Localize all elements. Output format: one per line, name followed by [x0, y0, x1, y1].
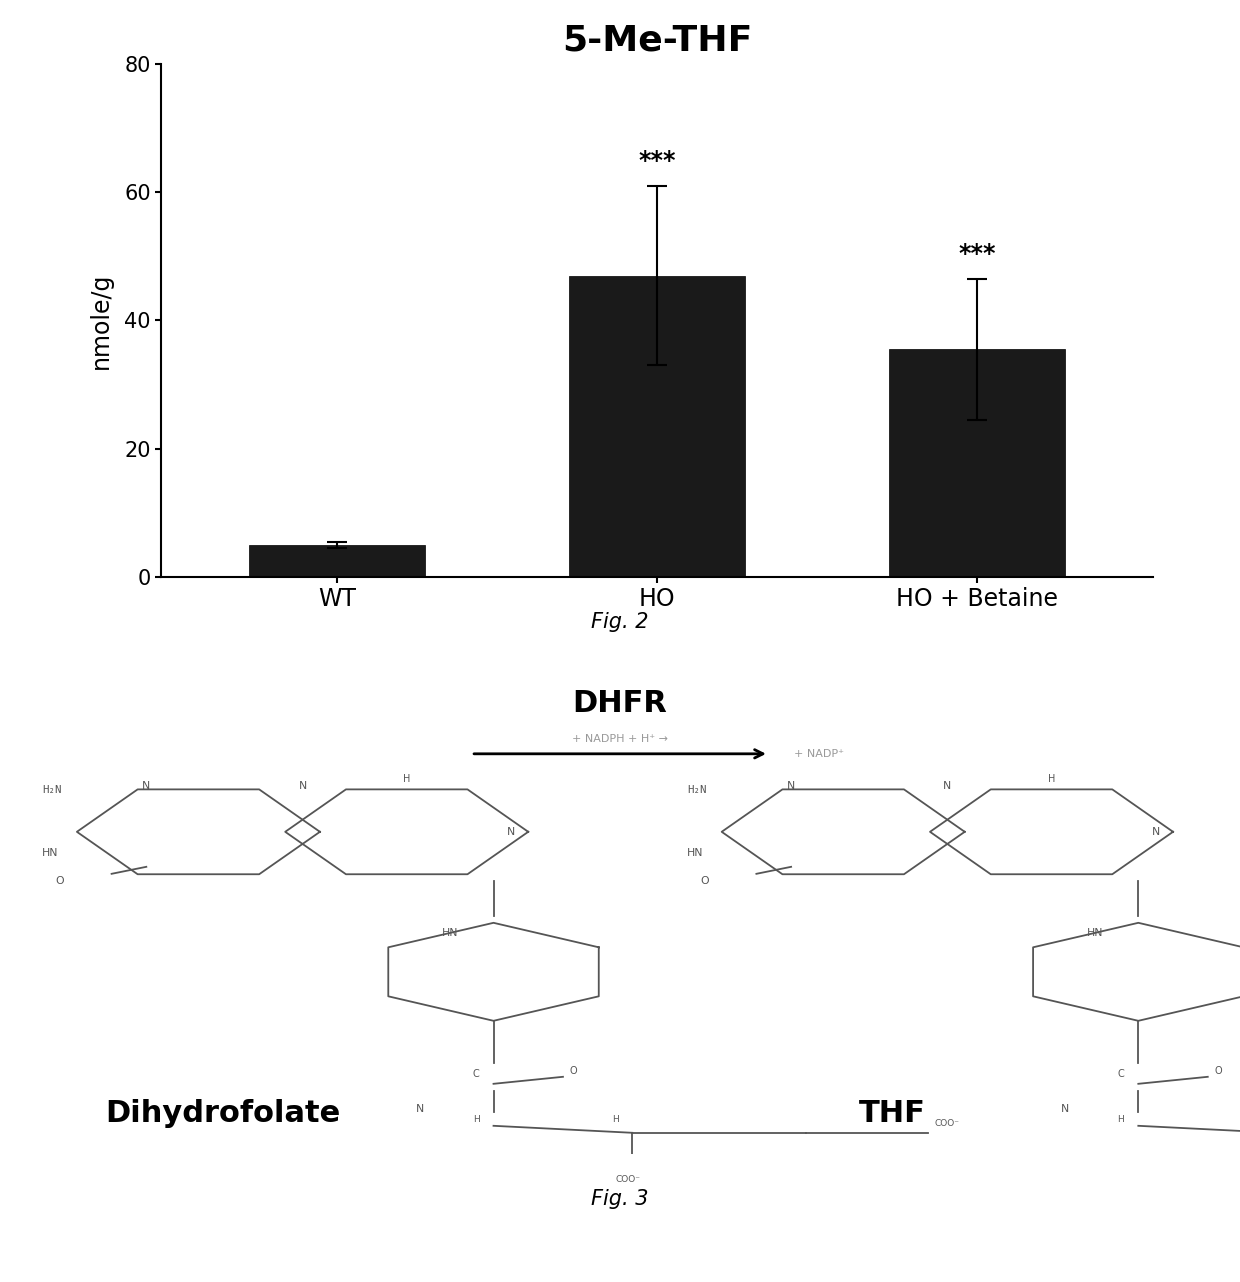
Text: H: H	[1048, 773, 1055, 783]
Text: N: N	[299, 781, 306, 791]
Text: DHFR: DHFR	[573, 690, 667, 718]
Text: + NADPH + H⁺ →: + NADPH + H⁺ →	[572, 733, 668, 744]
Text: O: O	[701, 876, 708, 886]
Text: O: O	[1215, 1067, 1223, 1076]
Text: COO⁻: COO⁻	[615, 1174, 640, 1183]
Text: N: N	[507, 827, 515, 837]
Text: N: N	[415, 1104, 424, 1114]
Text: THF: THF	[859, 1099, 926, 1128]
Bar	[249, 545, 425, 577]
Text: + NADP⁺: + NADP⁺	[794, 749, 843, 759]
Bar	[889, 349, 1065, 577]
Text: H: H	[472, 1114, 480, 1123]
Text: H: H	[1117, 1114, 1125, 1123]
Title: 5-Me-THF: 5-Me-THF	[562, 23, 753, 58]
Text: HN: HN	[443, 928, 459, 937]
Text: C: C	[472, 1069, 480, 1079]
Text: N: N	[944, 781, 951, 791]
Text: O: O	[570, 1067, 578, 1076]
Text: N: N	[1060, 1104, 1069, 1114]
Text: HN: HN	[1087, 928, 1104, 937]
Text: HN: HN	[42, 847, 58, 858]
Y-axis label: nmole/g: nmole/g	[89, 272, 113, 369]
Bar	[569, 276, 745, 577]
Text: O: O	[56, 876, 63, 886]
Text: N: N	[1152, 827, 1159, 837]
Text: HN: HN	[687, 847, 703, 858]
Text: Fig. 2: Fig. 2	[591, 612, 649, 632]
Text: C: C	[1117, 1069, 1125, 1079]
Text: H: H	[611, 1114, 619, 1123]
Text: H₂N: H₂N	[687, 785, 707, 795]
Text: ***: ***	[639, 149, 676, 173]
Text: H: H	[403, 773, 410, 783]
Text: Fig. 3: Fig. 3	[591, 1188, 649, 1209]
Text: H₂N: H₂N	[42, 785, 62, 795]
Text: COO⁻: COO⁻	[935, 1119, 960, 1128]
Text: N: N	[143, 781, 150, 791]
Text: N: N	[787, 781, 795, 791]
Text: Dihydrofolate: Dihydrofolate	[105, 1099, 341, 1128]
Text: ***: ***	[959, 242, 996, 265]
